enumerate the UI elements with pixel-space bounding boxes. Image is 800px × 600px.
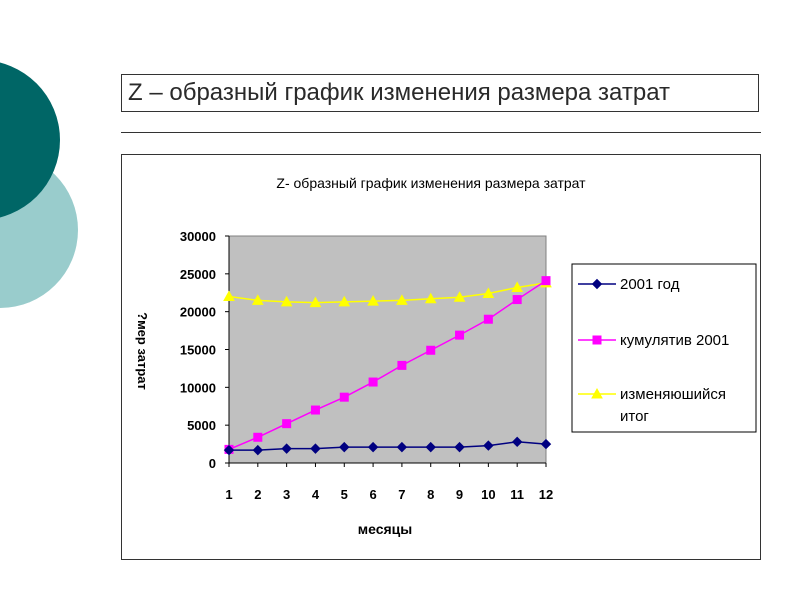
legend-item: кумулятив 2001 bbox=[578, 332, 729, 349]
x-tick-label: 11 bbox=[510, 487, 524, 502]
y-axis-ticks: 0 5000 10000 15000 20000 25000 30000 bbox=[180, 229, 229, 471]
x-axis-label: месяцы bbox=[358, 521, 412, 537]
data-point bbox=[483, 440, 494, 451]
data-point bbox=[454, 441, 465, 453]
legend-swatch-marker bbox=[591, 387, 603, 399]
legend-label: 2001 год bbox=[620, 276, 680, 293]
x-tick-label: 4 bbox=[312, 487, 320, 502]
data-point bbox=[396, 441, 408, 453]
chart-title: Z- образный график изменения размера зат… bbox=[276, 175, 586, 191]
data-point bbox=[367, 441, 379, 453]
x-tick-label: 6 bbox=[369, 487, 376, 502]
legend-label: кумулятив 2001 bbox=[620, 332, 729, 349]
data-point bbox=[482, 287, 495, 299]
legend: 2001 год кумулятив 2001 изменяюшийся итог bbox=[571, 263, 757, 433]
legend-items: 2001 год кумулятив 2001 изменяюшийся итог bbox=[578, 276, 729, 425]
x-tick-label: 2 bbox=[254, 487, 261, 502]
data-point bbox=[280, 295, 293, 307]
y-axis-label: ?мер затрат bbox=[135, 312, 150, 390]
data-point bbox=[339, 441, 350, 453]
x-tick-label: 9 bbox=[456, 487, 463, 502]
y-tick-label: 15000 bbox=[180, 343, 216, 358]
data-point bbox=[339, 392, 349, 402]
data-point bbox=[397, 360, 407, 370]
series-1 bbox=[223, 436, 552, 456]
data-point bbox=[453, 291, 466, 302]
data-point bbox=[511, 281, 524, 292]
x-tick-label: 1 bbox=[225, 487, 232, 502]
y-tick-label: 10000 bbox=[180, 380, 216, 395]
legend-item: изменяюшийся итог bbox=[578, 386, 726, 425]
x-tick-label: 10 bbox=[481, 487, 495, 502]
x-tick-label: 8 bbox=[427, 487, 434, 502]
chart-frame: Z- образный график изменения размера зат… bbox=[121, 154, 761, 560]
data-point bbox=[368, 377, 378, 387]
y-tick-label: 25000 bbox=[180, 267, 216, 282]
decorative-circles bbox=[0, 62, 78, 308]
series-2 bbox=[224, 276, 551, 454]
data-point bbox=[253, 432, 263, 442]
data-point bbox=[251, 294, 264, 305]
data-point bbox=[483, 314, 493, 324]
y-tick-label: 5000 bbox=[187, 418, 216, 433]
data-point bbox=[282, 419, 292, 429]
chart: Z- образный график изменения размера зат… bbox=[135, 175, 757, 537]
series-3 bbox=[223, 276, 552, 308]
data-point bbox=[426, 345, 436, 355]
slide-title: Z – образный график изменения размера за… bbox=[121, 74, 759, 112]
data-point bbox=[540, 438, 552, 450]
x-tick-label: 7 bbox=[398, 487, 405, 502]
x-tick-label: 12 bbox=[539, 487, 553, 502]
legend-label: изменяюшийся итог bbox=[620, 386, 726, 425]
data-point bbox=[281, 443, 292, 454]
x-tick-label: 5 bbox=[341, 487, 348, 502]
legend-item: 2001 год bbox=[578, 276, 680, 293]
series-line bbox=[228, 280, 547, 451]
data-point bbox=[310, 405, 320, 415]
data-point bbox=[455, 330, 465, 340]
data-point bbox=[367, 295, 379, 306]
x-axis-ticks: 1 2 3 4 5 6 7 8 9 10 11 12 bbox=[225, 463, 553, 502]
data-point bbox=[223, 444, 235, 456]
decorative-circle-dark bbox=[0, 62, 60, 218]
data-point bbox=[252, 444, 264, 456]
y-tick-label: 20000 bbox=[180, 305, 216, 320]
legend-box bbox=[571, 263, 757, 433]
series-line bbox=[228, 282, 547, 304]
y-tick-label: 30000 bbox=[180, 229, 216, 244]
legend-swatch-marker bbox=[591, 278, 603, 290]
series-group bbox=[223, 276, 552, 456]
y-tick-label: 0 bbox=[209, 456, 216, 471]
data-point bbox=[223, 290, 235, 302]
data-point bbox=[396, 294, 408, 305]
legend-swatch-marker bbox=[592, 335, 602, 345]
data-point bbox=[424, 292, 437, 304]
data-point bbox=[310, 443, 321, 454]
title-divider bbox=[121, 132, 761, 133]
data-point bbox=[512, 295, 522, 305]
data-point bbox=[541, 276, 551, 286]
data-point bbox=[425, 441, 436, 453]
x-tick-label: 3 bbox=[283, 487, 290, 502]
data-point bbox=[309, 296, 322, 308]
data-point bbox=[511, 436, 523, 448]
data-point bbox=[338, 295, 351, 307]
